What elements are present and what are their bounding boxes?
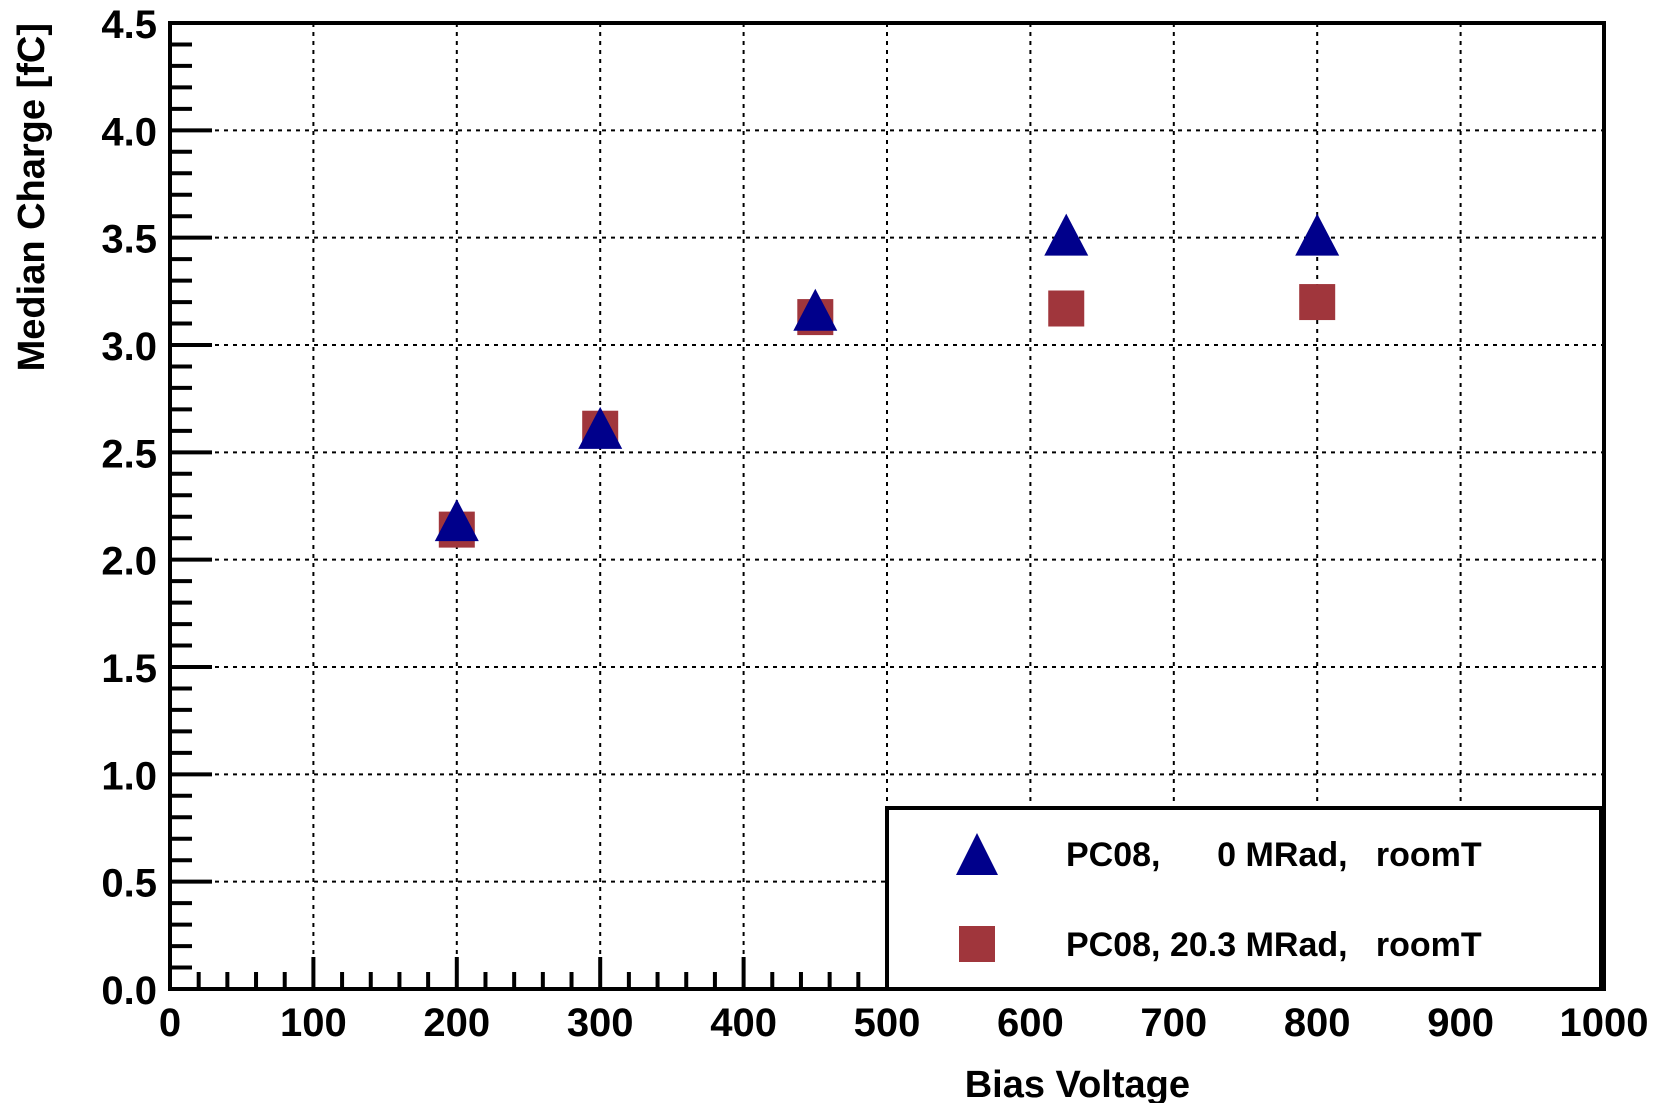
x-tick-label: 1000 [1560, 1001, 1649, 1045]
legend-label: PC08, 20.3 MRad, roomT [1066, 926, 1482, 964]
legend-marker-triangle [956, 833, 998, 875]
y-tick-label: 2.0 [101, 540, 157, 584]
x-tick-label: 200 [423, 1001, 490, 1045]
y-tick-label: 0.5 [101, 862, 157, 906]
y-tick-label: 2.5 [101, 432, 157, 476]
y-tick-label: 0.0 [101, 969, 157, 1013]
y-tick-label: 3.0 [101, 325, 157, 369]
y-tick-label: 1.5 [101, 647, 157, 691]
x-tick-label: 800 [1284, 1001, 1351, 1045]
data-point-square [1048, 290, 1085, 327]
x-tick-label: 700 [1140, 1001, 1207, 1045]
legend: PC08, 0 MRad, roomT PC08, 20.3 MRad, roo… [885, 806, 1603, 991]
data-point-triangle [578, 406, 623, 449]
y-tick-label: 4.0 [101, 110, 157, 154]
data-point-triangle [1044, 213, 1089, 256]
x-tick-label: 400 [710, 1001, 777, 1045]
data-point-square [1299, 284, 1336, 321]
x-tick-label: 100 [280, 1001, 347, 1045]
tick-labels: 0 100 200 300 400 500 600 700 800 900 1000 0.0 0.5 1.… [101, 3, 1648, 1045]
legend-label: PC08, 0 MRad, roomT [1066, 836, 1482, 874]
x-tick-label: 300 [567, 1001, 634, 1045]
y-tick-label: 1.0 [101, 754, 157, 798]
x-tick-label: 900 [1427, 1001, 1494, 1045]
x-axis-title: Bias Voltage [965, 1064, 1190, 1103]
y-axis-title: Median Charge [fC] [11, 23, 53, 371]
y-tick-label: 4.5 [101, 3, 157, 47]
x-tick-label: 0 [159, 1001, 181, 1045]
x-tick-label: 600 [997, 1001, 1064, 1045]
legend-marker-square [959, 926, 995, 962]
data-point-triangle [793, 288, 838, 331]
y-tick-label: 3.5 [101, 218, 157, 262]
data-point-triangle [434, 499, 479, 542]
data-point-triangle [1295, 213, 1340, 256]
legend-box [885, 806, 1603, 991]
x-tick-label: 500 [854, 1001, 921, 1045]
data-points [434, 213, 1340, 548]
